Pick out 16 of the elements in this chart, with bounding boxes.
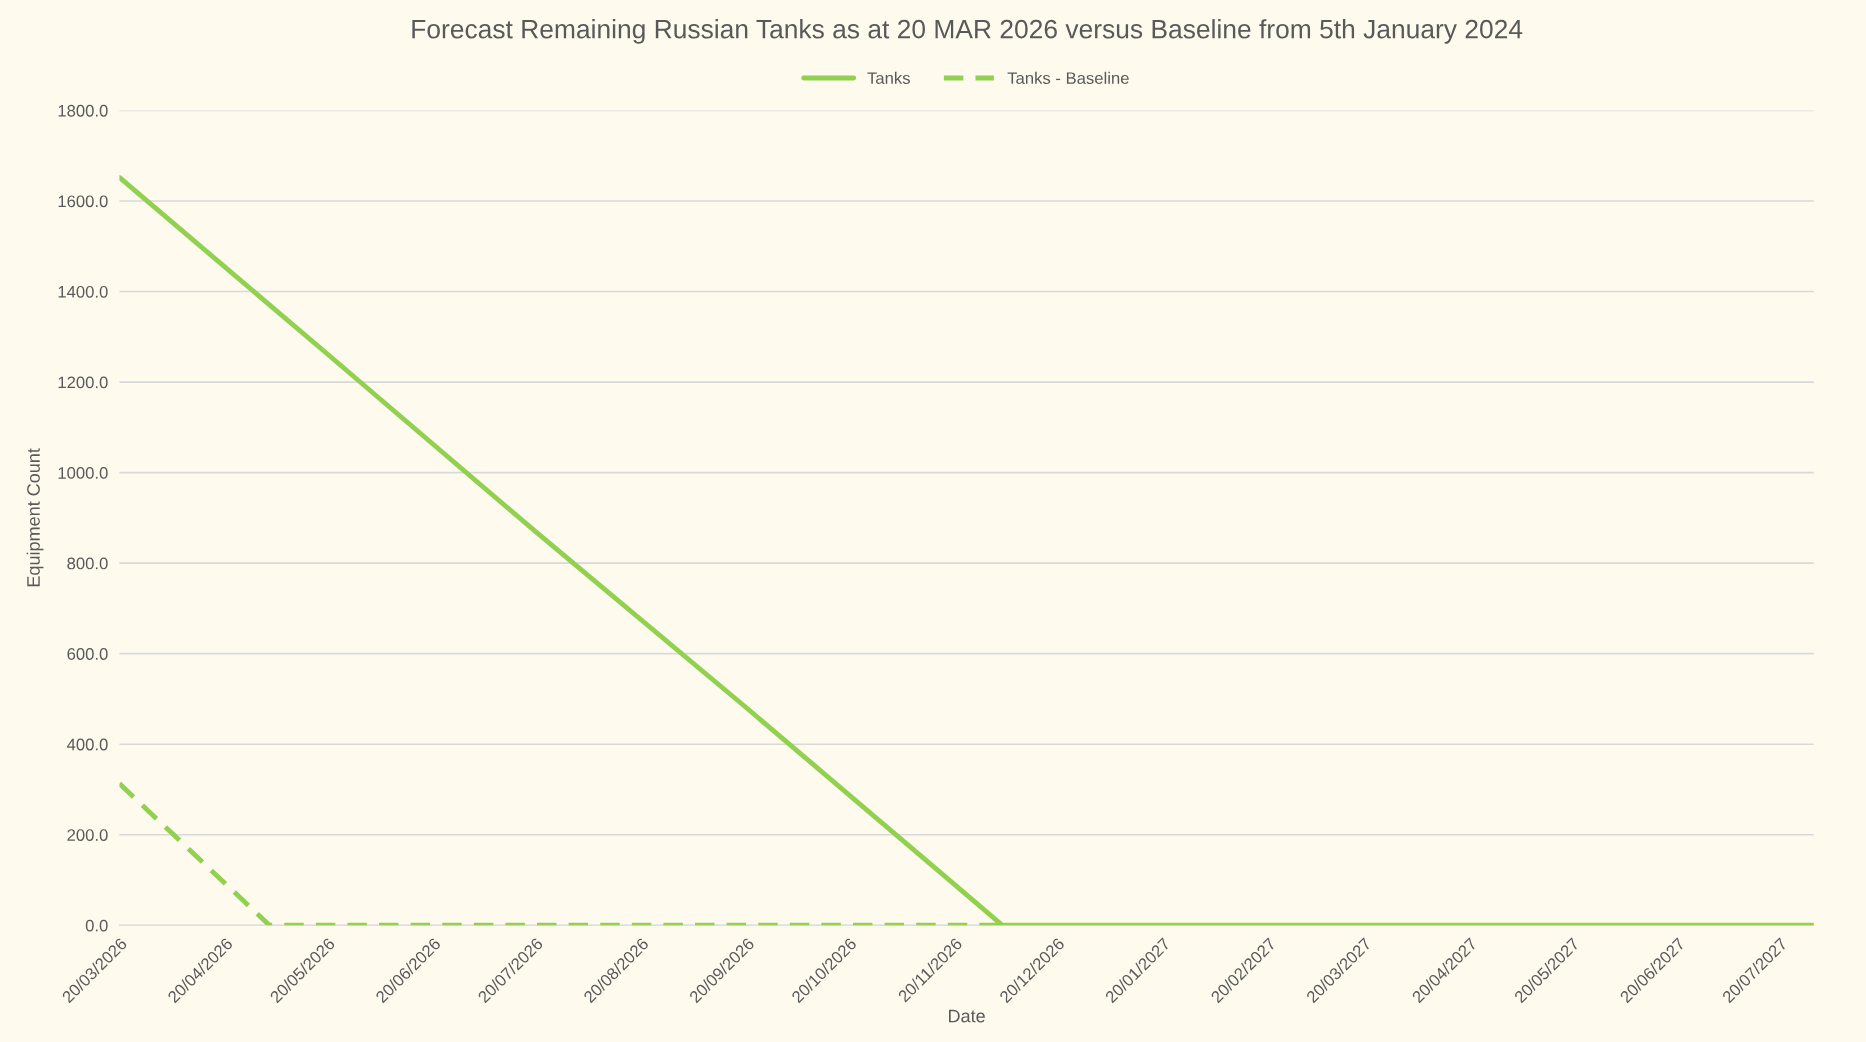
y-tick-label: 1000.0: [58, 467, 108, 479]
y-tick-label: 1200.0: [58, 376, 108, 389]
legend-label: Tanks - Baseline: [1007, 71, 1129, 85]
y-tick-label: 200.0: [67, 829, 108, 841]
y-tick-label: 1600.0: [58, 195, 108, 208]
x-axis-title: Date: [949, 1009, 985, 1023]
y-tick-label: 600.0: [67, 648, 108, 660]
y-axis-title: Equipment Count: [26, 448, 44, 587]
y-tick-label: 800.0: [67, 557, 108, 570]
y-tick-label: 0.0: [85, 919, 108, 932]
legend-label: Tanks: [867, 71, 910, 85]
y-tick-label: 1800.0: [58, 104, 108, 117]
chart-title: Forecast Remaining Russian Tanks as at 20 MAR 2026 versus Baseline from 5th January 2024: [412, 19, 1523, 44]
line-series: [119, 175, 1814, 926]
y-tick-label: 400.0: [66, 738, 108, 751]
y-tick-label: 1400.0: [58, 285, 108, 298]
